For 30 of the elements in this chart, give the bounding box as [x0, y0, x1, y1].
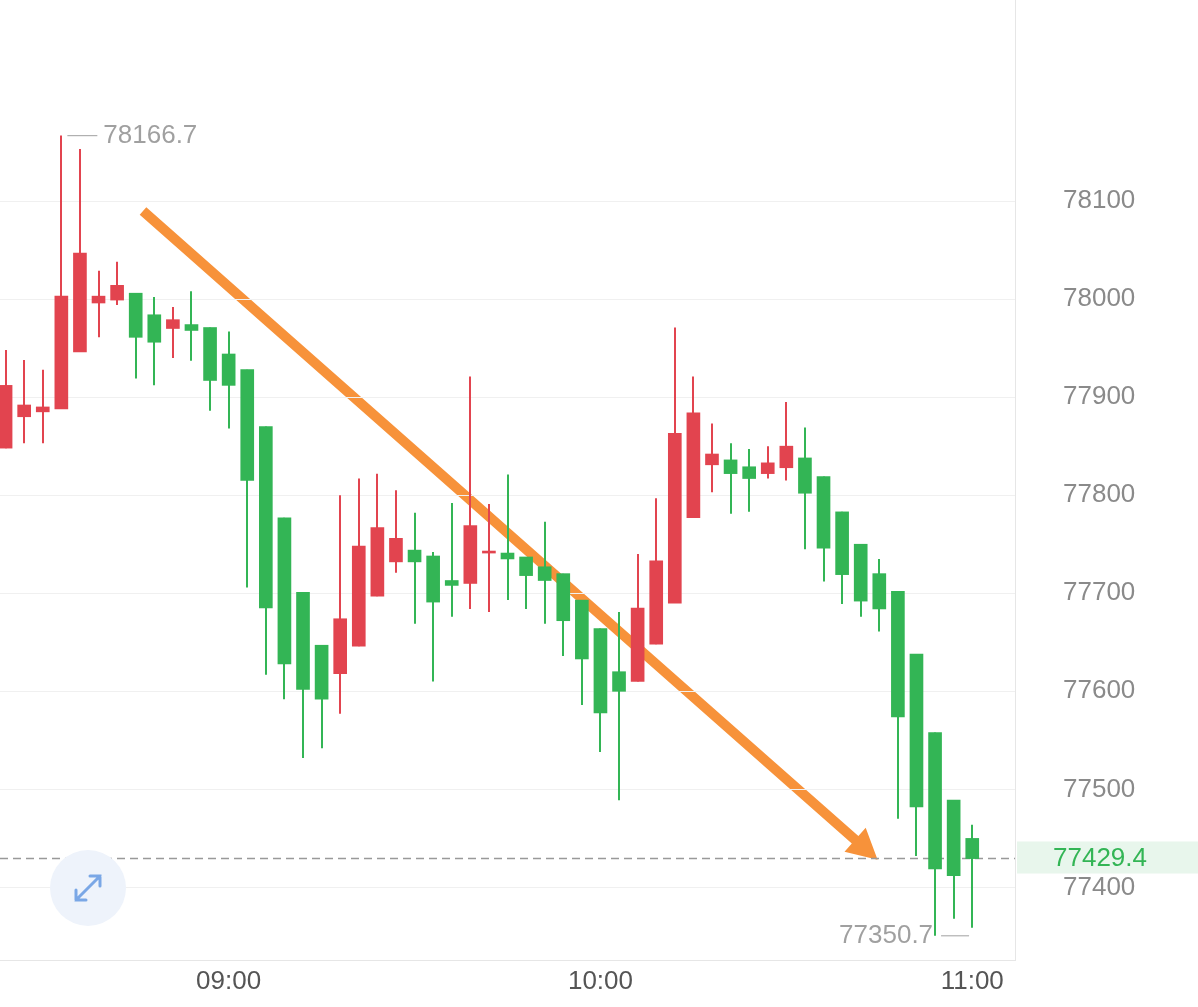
candlestick	[110, 260, 124, 306]
candlestick	[537, 520, 552, 625]
candlestick	[705, 422, 719, 494]
y-tick-label: 77500	[1063, 772, 1136, 803]
candlestick	[444, 502, 459, 618]
candlestick	[723, 442, 738, 515]
candlestick	[17, 358, 31, 445]
y-tick-label: 78100	[1063, 184, 1136, 215]
annotation: 78166.7	[103, 118, 198, 149]
candlestick	[184, 290, 199, 362]
y-tick-label: 78000	[1063, 282, 1136, 313]
candlestick	[407, 511, 422, 625]
y-tick-label: 77800	[1063, 478, 1136, 509]
candlestick	[760, 445, 775, 480]
y-tick-label: 77900	[1063, 380, 1136, 411]
candlestick	[779, 401, 794, 482]
candlestick	[35, 368, 50, 445]
y-tick-label: 77400	[1063, 870, 1136, 901]
annotation: 77350.7	[839, 918, 934, 949]
candlestick	[965, 823, 980, 929]
candlestick	[742, 448, 756, 513]
x-tick-label: 11:00	[940, 964, 1004, 995]
x-tick-label: 10:00	[567, 964, 633, 995]
candlestick	[519, 555, 533, 610]
x-tick-label: 09:00	[196, 964, 262, 995]
candlestick	[612, 610, 626, 802]
ref-line-label: 77429.4	[1053, 841, 1147, 872]
y-tick-label: 77600	[1063, 674, 1136, 705]
y-tick-label: 77700	[1063, 576, 1136, 607]
candlestick	[166, 305, 180, 359]
